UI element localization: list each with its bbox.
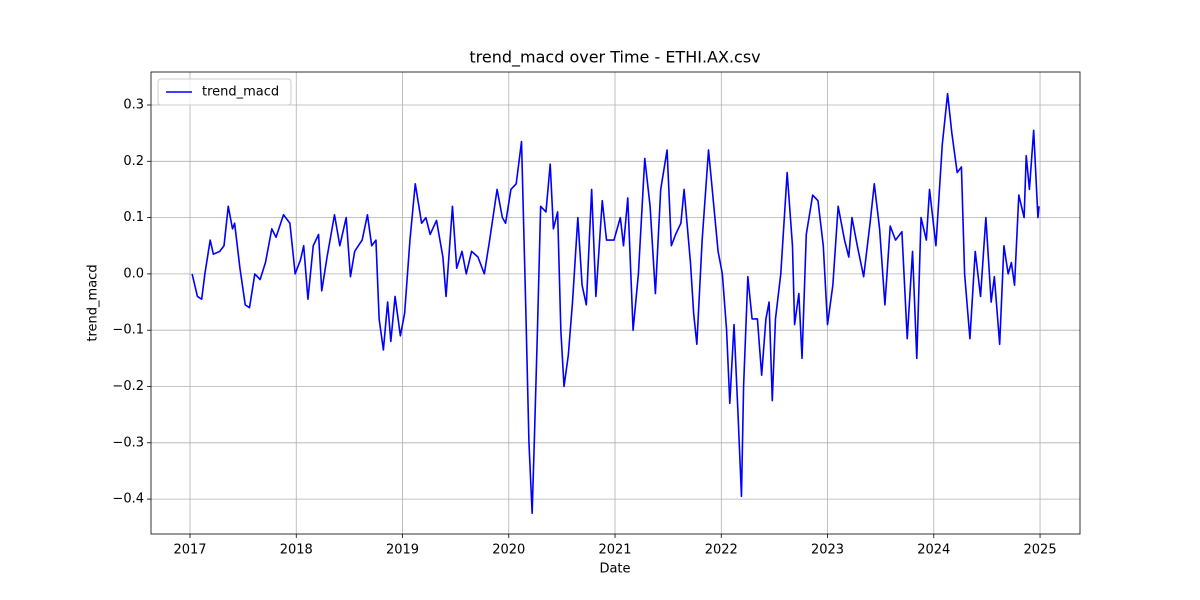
x-axis-label: Date (599, 562, 630, 577)
chart-title: trend_macd over Time - ETHI.AX.csv (469, 48, 760, 68)
y-tick-label: 0.2 (123, 154, 144, 169)
x-tick-label: 2019 (386, 543, 419, 558)
plot-frame (150, 71, 1081, 535)
y-tick-label: 0.0 (123, 266, 144, 281)
y-tick-label: −0.3 (112, 435, 144, 450)
data-line (191, 92, 1040, 514)
x-tick-label: 2021 (598, 543, 631, 558)
y-tick-label: −0.1 (112, 323, 144, 338)
y-tick-label: 0.1 (123, 210, 144, 225)
legend-label: trend_macd (202, 85, 279, 100)
legend-box (157, 78, 292, 106)
x-tick-label: 2018 (280, 543, 313, 558)
x-tick-label: 2025 (1024, 543, 1057, 558)
y-tick-label: −0.2 (112, 379, 144, 394)
x-tick-label: 2017 (173, 543, 206, 558)
x-tick-label: 2023 (811, 543, 844, 558)
x-tick-label: 2024 (917, 543, 950, 558)
x-tick-label: 2020 (492, 543, 525, 558)
y-tick-label: −0.4 (112, 492, 144, 507)
x-tick-label: 2022 (705, 543, 738, 558)
y-tick-label: 0.3 (123, 97, 144, 112)
y-axis-label: trend_macd (86, 264, 101, 341)
